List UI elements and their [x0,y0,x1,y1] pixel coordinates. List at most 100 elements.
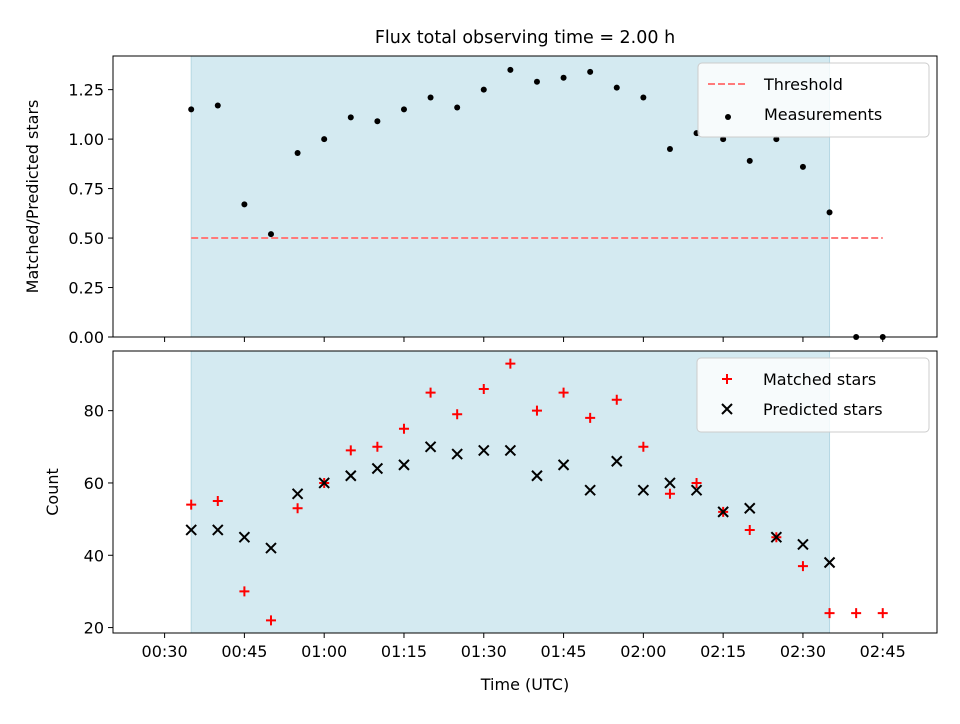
y-tick-label: 40 [84,546,104,565]
matched-star-point [611,394,622,405]
predicted-star-point [291,488,304,500]
x-tick-label: 02:45 [860,642,906,661]
matched-star-point [638,441,649,452]
matched-star-point [212,496,223,507]
y-tick-label: 1.00 [68,130,104,149]
y-tick-label: 0.25 [68,279,104,298]
matched-star-point [558,387,569,398]
measurement-point [454,104,461,111]
matched-star-point [372,441,383,452]
y-tick-label: 20 [84,619,104,638]
predicted-star-point [557,459,570,471]
measurement-point [321,136,328,143]
legend: Threshold Measurements [697,62,930,138]
legend-label: Predicted stars [763,400,883,419]
measurement-point [188,106,195,113]
matched-star-point [505,358,516,369]
axes-frame [112,55,938,338]
measurement-point [720,136,727,143]
measurement-point [480,86,487,93]
x-tick-label: 02:00 [620,642,666,661]
measurement-point [347,114,354,121]
legend-box [697,62,930,138]
legend-label: Matched stars [763,370,876,389]
measurement-point [799,163,806,170]
predicted-star-point [690,484,703,496]
predicted-star-point [185,524,197,536]
predicted-star-point [611,455,623,467]
legend-measurement-swatch [725,114,731,120]
x-axis-label: Time (UTC) [480,675,569,694]
predicted-star-point [717,506,729,518]
measurement-point [427,94,434,101]
bottom-panel: 20 40 60 80 Count 00:30 00:45 01:00 01:15 01:30 01… [43,350,938,694]
measurement-point [400,106,407,113]
measurement-point [507,66,514,73]
predicted-star-point [664,477,676,489]
y-tick-label: 80 [84,402,104,421]
legend-label: Threshold [763,75,843,94]
predicted-star-point [478,444,490,457]
x-tick-label: 02:15 [700,642,746,661]
measurement-point [241,201,248,208]
predicted-star-point [637,484,650,496]
predicted-star-point [823,556,836,569]
x-tick-label: 01:45 [541,642,587,661]
measurement-point [640,94,647,101]
predicted-star-point [451,448,463,460]
measurement-point [773,136,780,143]
y-axis-label: Count [43,468,62,516]
y-tick-label: 1.25 [68,81,104,100]
axes-frame [112,350,938,634]
predicted-star-point [770,531,783,543]
matched-star-point [398,423,409,434]
predicted-star-point [265,542,277,554]
measurement-point [214,102,221,109]
predicted-star-point [744,502,756,514]
measurement-point [374,118,381,125]
matched-star-point [292,503,303,514]
predicted-star-point [371,462,384,475]
predicted-star-point [797,538,809,551]
matched-star-point [239,586,250,597]
matched-star-point [691,477,702,488]
legend-label: Measurements [764,105,882,124]
predicted-star-point [238,531,251,543]
x-tick-label: 01:30 [461,642,507,661]
measurement-point [613,84,620,91]
measurement-point [267,231,274,238]
matched-star-point [531,405,542,416]
y-axis-label: Matched/Predicted stars [23,100,42,294]
x-tick-label: 01:00 [301,642,347,661]
predicted-star-point [584,484,596,496]
top-panel: 0.00 0.25 0.50 0.75 1.00 1.25 Matched/Predicte… [23,55,938,347]
measurement-point [666,146,673,153]
predicted-star-point [504,444,517,457]
y-tick-label: 0.50 [68,229,104,248]
predicted-star-point [424,441,437,453]
y-tick-label: 0.00 [68,328,104,347]
predicted-star-point [398,459,410,471]
legend-matched-swatch [722,374,732,384]
matched-star-point [345,445,356,456]
predicted-star-point [212,524,224,536]
matched-star-point [425,387,436,398]
predicted-star-point [345,470,357,482]
legend: Matched stars Predicted stars [696,357,930,433]
measurement-point [533,78,540,85]
matched-star-point [186,499,197,510]
measurement-point [587,68,594,75]
measurement-point [560,74,567,81]
measurement-point [294,149,301,156]
predicted-star-point [318,477,330,489]
x-tick-label: 02:30 [780,642,826,661]
matched-star-point [744,524,755,535]
matched-star-point [452,409,463,420]
matched-star-point [824,608,835,619]
chart-title: Flux total observing time = 2.00 h [375,28,675,48]
legend-predicted-swatch [721,403,733,415]
measurement-point [746,157,753,164]
predicted-star-point [531,470,543,482]
matched-star-point [265,615,276,626]
